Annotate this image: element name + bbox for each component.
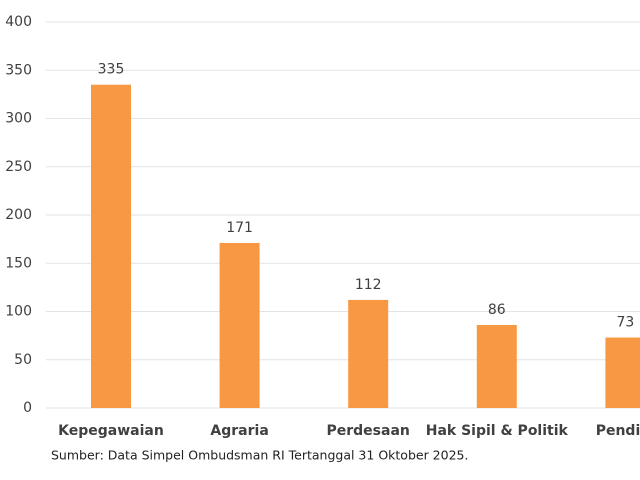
y-tick-label: 150: [5, 255, 32, 271]
value-label: 86: [488, 302, 506, 318]
value-label: 73: [616, 315, 634, 331]
bar: [219, 242, 260, 408]
value-label: 171: [226, 220, 253, 236]
source-note: Sumber: Data Simpel Ombudsman RI Tertang…: [51, 448, 468, 463]
y-tick-label: 400: [5, 14, 32, 30]
bar: [476, 325, 517, 408]
y-tick-label: 250: [5, 159, 32, 175]
x-tick-label: Pendidi: [596, 423, 640, 439]
bar: [605, 337, 640, 408]
bar: [348, 299, 389, 408]
y-tick-label: 200: [5, 207, 32, 223]
x-tick-label: Perdesaan: [327, 423, 410, 439]
y-tick-label: 50: [14, 352, 32, 368]
value-label: 335: [98, 62, 125, 78]
x-tick-label: Kepegawaian: [58, 423, 164, 439]
x-tick-label: Agraria: [210, 423, 268, 439]
y-tick-label: 100: [5, 304, 32, 320]
x-tick-label: Hak Sipil & Politik: [426, 423, 569, 439]
y-tick-label: 300: [5, 111, 32, 127]
y-tick-label: 350: [5, 62, 32, 78]
y-tick-label: 0: [23, 400, 32, 416]
bar: [91, 84, 131, 408]
value-label: 112: [355, 277, 382, 293]
